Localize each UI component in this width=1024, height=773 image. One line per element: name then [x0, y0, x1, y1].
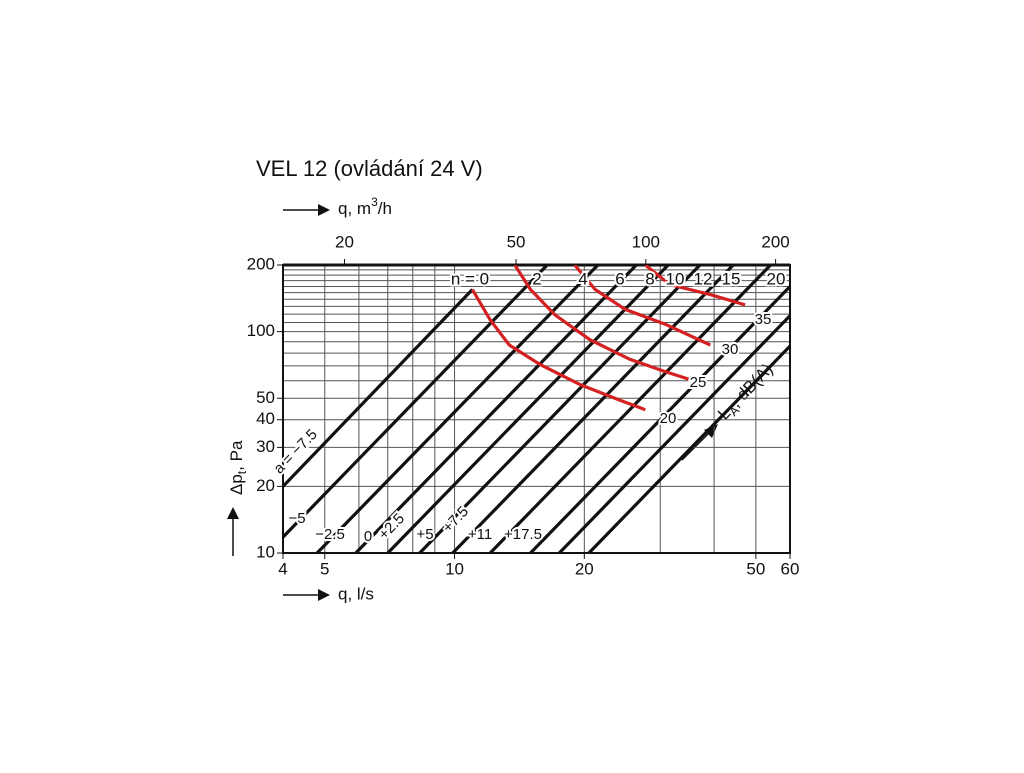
- level-arrow: [681, 429, 713, 461]
- top-label: 15: [722, 269, 741, 288]
- series-line: [471, 288, 646, 412]
- x-tick-label: 20: [575, 559, 594, 578]
- x-axis-label: q, l/s: [338, 584, 374, 603]
- top-label: n = 0: [451, 269, 489, 288]
- series-label: 20: [660, 410, 677, 427]
- series-label: 25: [690, 374, 707, 391]
- top-label: 20: [767, 269, 786, 288]
- x2-tick-label: 200: [761, 232, 789, 251]
- x2-tick-label: 50: [507, 232, 526, 251]
- y-tick-label: 100: [247, 321, 275, 340]
- series-line: [418, 265, 702, 553]
- chart-title: VEL 12 (ovládání 24 V): [256, 156, 483, 181]
- x-tick-label: 4: [278, 559, 287, 578]
- x2-label-main: q, m: [338, 199, 371, 218]
- series-label: 0: [364, 528, 372, 545]
- x-tick-label: 60: [781, 559, 800, 578]
- series-line: [354, 265, 638, 553]
- top-label: 8: [645, 269, 654, 288]
- y-tick-label: 30: [256, 437, 275, 456]
- series-line: [558, 314, 790, 553]
- y-tick-label: 20: [256, 476, 275, 495]
- y-tick-label: 200: [247, 254, 275, 273]
- plot-lines: [283, 265, 790, 553]
- y-label-tail: , Pa: [227, 440, 246, 471]
- series-line: [587, 344, 790, 553]
- y-label-main: Δp: [227, 474, 246, 495]
- series-line: [386, 265, 670, 553]
- series-line: [283, 265, 549, 539]
- series-line: [489, 265, 772, 553]
- axis-arrow-head: [318, 589, 330, 601]
- x-tick-label: 10: [445, 559, 464, 578]
- series-line: [451, 265, 735, 553]
- y-tick-label: 50: [256, 388, 275, 407]
- x-tick-label: 50: [746, 559, 765, 578]
- series-line: [644, 265, 746, 307]
- series-label: +5: [416, 526, 433, 543]
- top-label: 4: [578, 269, 587, 288]
- y-axis-label: Δpt, Pa: [227, 440, 249, 495]
- series-label: 35: [755, 311, 772, 328]
- x-tick-label: 5: [320, 559, 329, 578]
- axis-arrow-head: [227, 507, 239, 519]
- top-label: 10: [666, 269, 685, 288]
- x2-label-sup: 3: [371, 195, 378, 209]
- top-label: 6: [615, 269, 624, 288]
- series-label: −2.5: [315, 526, 345, 543]
- y-tick-label: 40: [256, 409, 275, 428]
- series-label: +17.5: [504, 526, 542, 543]
- x2-label-tail: /h: [378, 199, 392, 218]
- series-line: [573, 265, 711, 347]
- x2-tick-label: 20: [335, 232, 354, 251]
- top-label: 2: [532, 269, 541, 288]
- y-label-sub: t: [235, 470, 249, 474]
- axis-arrow-head: [318, 204, 330, 216]
- series-line: [283, 288, 474, 488]
- series-label: a = −7.5: [270, 426, 320, 477]
- y-tick-label: 10: [256, 542, 275, 561]
- top-label: 12: [694, 269, 713, 288]
- series-label: +11: [468, 526, 492, 543]
- series-label: 30: [722, 341, 739, 358]
- series-label: −5: [288, 510, 305, 527]
- series-line: [529, 285, 790, 553]
- x2-tick-label: 100: [632, 232, 660, 251]
- x2-axis-label: q, m3/h: [338, 195, 392, 218]
- series-line: [513, 265, 691, 382]
